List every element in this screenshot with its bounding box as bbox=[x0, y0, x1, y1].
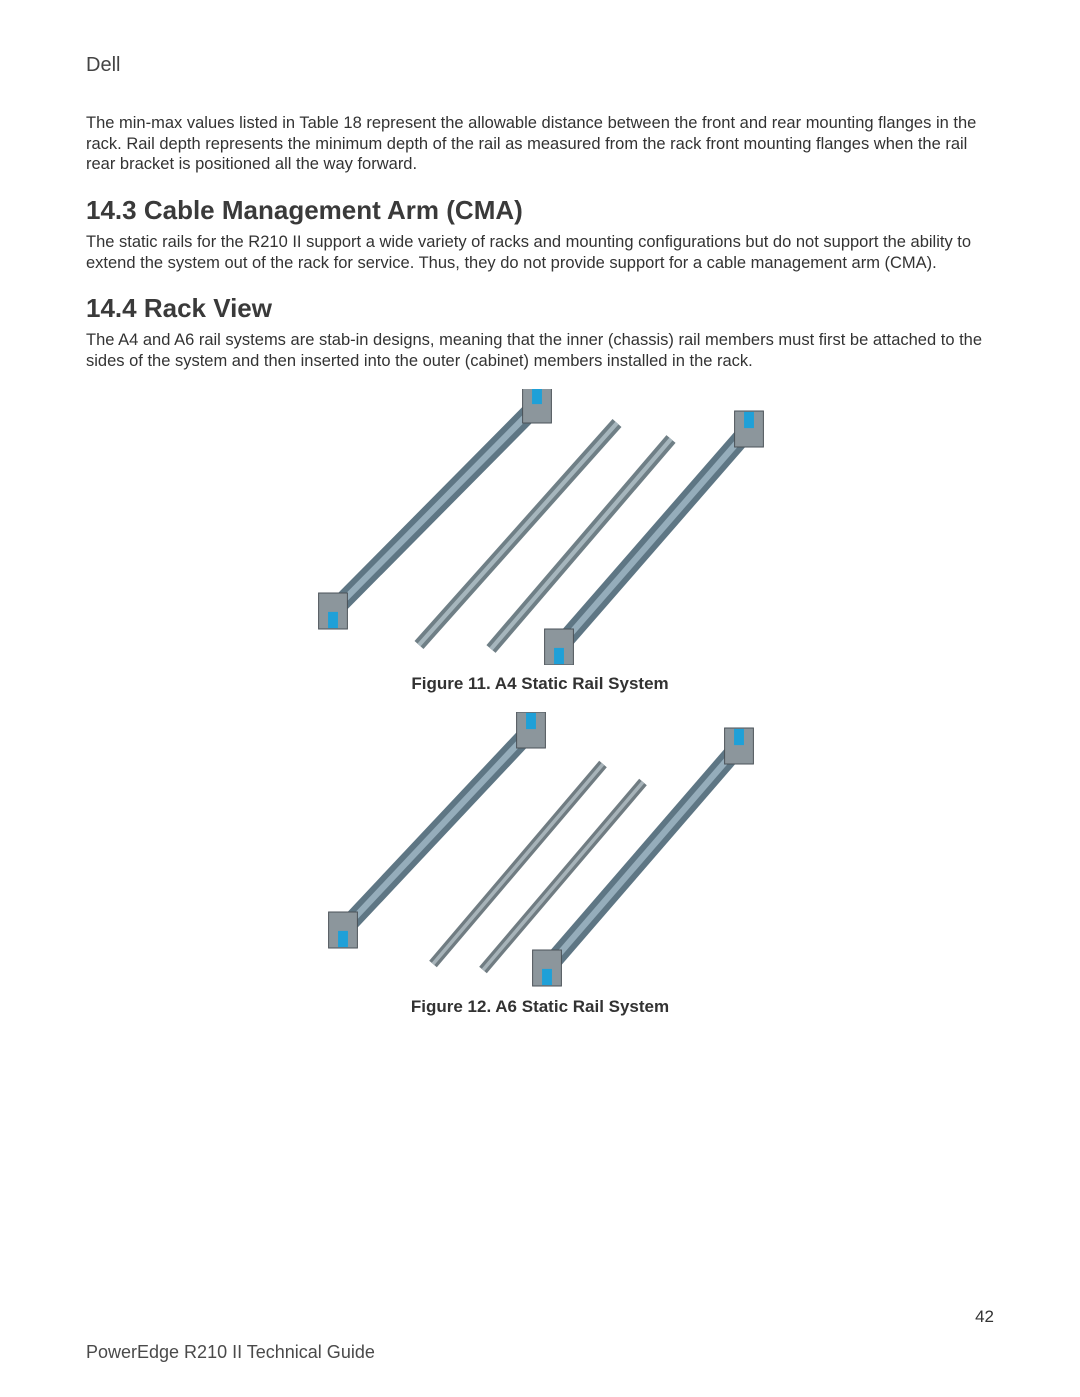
footer-title: PowerEdge R210 II Technical Guide bbox=[86, 1342, 375, 1363]
figure-11: Figure 11. A4 Static Rail System bbox=[86, 389, 994, 694]
rack-paragraph: The A4 and A6 rail systems are stab-in d… bbox=[86, 330, 994, 371]
intro-paragraph: The min-max values listed in Table 18 re… bbox=[86, 113, 994, 175]
figure-11-caption: Figure 11. A4 Static Rail System bbox=[86, 674, 994, 694]
section-heading-cma: 14.3 Cable Management Arm (CMA) bbox=[86, 195, 994, 226]
document-page: Dell The min-max values listed in Table … bbox=[0, 0, 1080, 1017]
page-footer: PowerEdge R210 II Technical Guide bbox=[86, 1342, 994, 1363]
figure-12-caption: Figure 12. A6 Static Rail System bbox=[86, 997, 994, 1017]
brand-label: Dell bbox=[86, 54, 994, 77]
page-number: 42 bbox=[975, 1307, 994, 1327]
figure-12: Figure 12. A6 Static Rail System bbox=[86, 712, 994, 1017]
section-heading-rack: 14.4 Rack View bbox=[86, 293, 994, 324]
figure-12-image bbox=[321, 712, 759, 988]
figure-11-image bbox=[311, 389, 769, 665]
cma-paragraph: The static rails for the R210 II support… bbox=[86, 232, 994, 273]
